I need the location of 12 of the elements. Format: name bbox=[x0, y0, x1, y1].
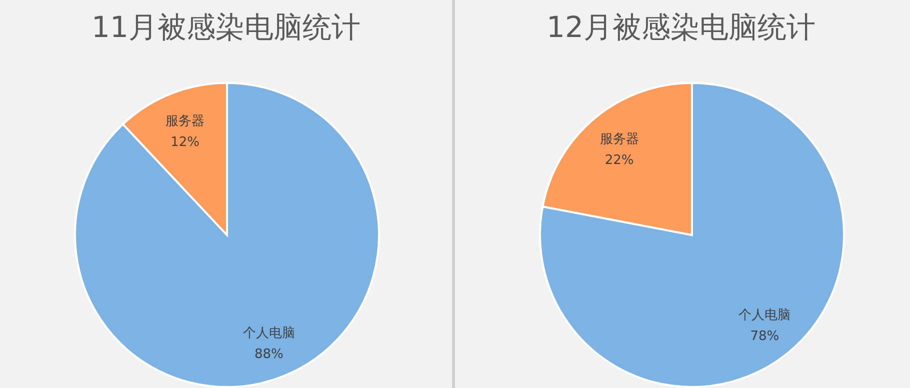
slice-label: 个人电脑 bbox=[242, 326, 295, 341]
pie-slice bbox=[539, 82, 845, 388]
pie-slice bbox=[74, 82, 380, 388]
chart-title: 12月被感染电脑统计 bbox=[546, 9, 816, 46]
chart-title: 11月被感染电脑统计 bbox=[90, 9, 362, 46]
slice-label: 服务器 bbox=[166, 114, 205, 130]
data-label: 78% bbox=[750, 328, 780, 344]
slice-label: 个人电脑 bbox=[738, 308, 791, 323]
slice-label: 服务器 bbox=[600, 132, 639, 148]
data-label: 88% bbox=[254, 346, 284, 362]
data-label: 22% bbox=[604, 153, 634, 168]
data-label: 12% bbox=[170, 135, 200, 150]
